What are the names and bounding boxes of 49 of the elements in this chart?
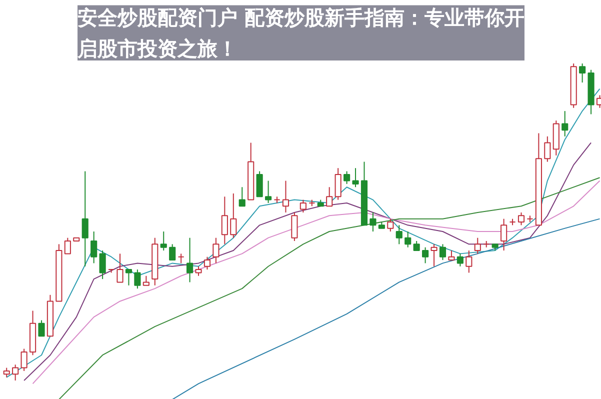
candlestick <box>64 237 71 254</box>
candlestick <box>3 367 10 378</box>
candlestick <box>204 256 211 270</box>
candlestick <box>518 212 525 226</box>
candlestick <box>562 110 568 137</box>
candlestick <box>300 199 306 213</box>
candlestick <box>430 244 438 267</box>
candlestick <box>396 224 402 245</box>
candlestick <box>370 212 376 232</box>
candlestick <box>116 253 124 283</box>
candlestick <box>221 196 228 245</box>
candlestick <box>448 250 455 261</box>
candlestick <box>160 231 167 252</box>
candlestick <box>439 244 446 261</box>
chart-title: 安全炒股配资门户 配资炒股新手指南：专业带你开启股市投资之旅！ <box>76 5 524 60</box>
candlestick <box>212 237 220 264</box>
candlestick <box>326 186 333 207</box>
candlestick <box>404 231 412 248</box>
candlestick <box>90 231 98 264</box>
candlestick <box>413 240 420 252</box>
candlestick <box>334 168 342 200</box>
candlestick <box>256 170 263 198</box>
candlestick <box>230 192 237 238</box>
candlestick <box>38 320 45 337</box>
candlestick <box>195 266 202 276</box>
candlestick <box>466 250 472 274</box>
candlestick <box>579 64 586 84</box>
candlestick <box>99 250 106 280</box>
candlestick <box>186 237 194 283</box>
candlestick <box>178 253 184 264</box>
candlestick <box>134 269 141 290</box>
candlestick <box>20 348 28 372</box>
candlestick <box>282 180 290 213</box>
candlestick <box>422 246 429 264</box>
candlestick <box>291 212 298 242</box>
candlestick <box>544 136 551 162</box>
candlestick <box>344 170 350 184</box>
candlestick <box>238 186 246 207</box>
candlestick <box>474 237 481 254</box>
candlestick <box>12 364 19 381</box>
candlestick <box>169 244 176 261</box>
candlestick <box>265 180 272 204</box>
candlestick <box>142 275 150 286</box>
candlestick <box>82 170 88 267</box>
candlestick <box>500 218 508 252</box>
candlestick <box>387 218 394 232</box>
candlestick <box>456 253 464 267</box>
candlestick <box>125 269 132 286</box>
candlestick <box>352 168 359 188</box>
